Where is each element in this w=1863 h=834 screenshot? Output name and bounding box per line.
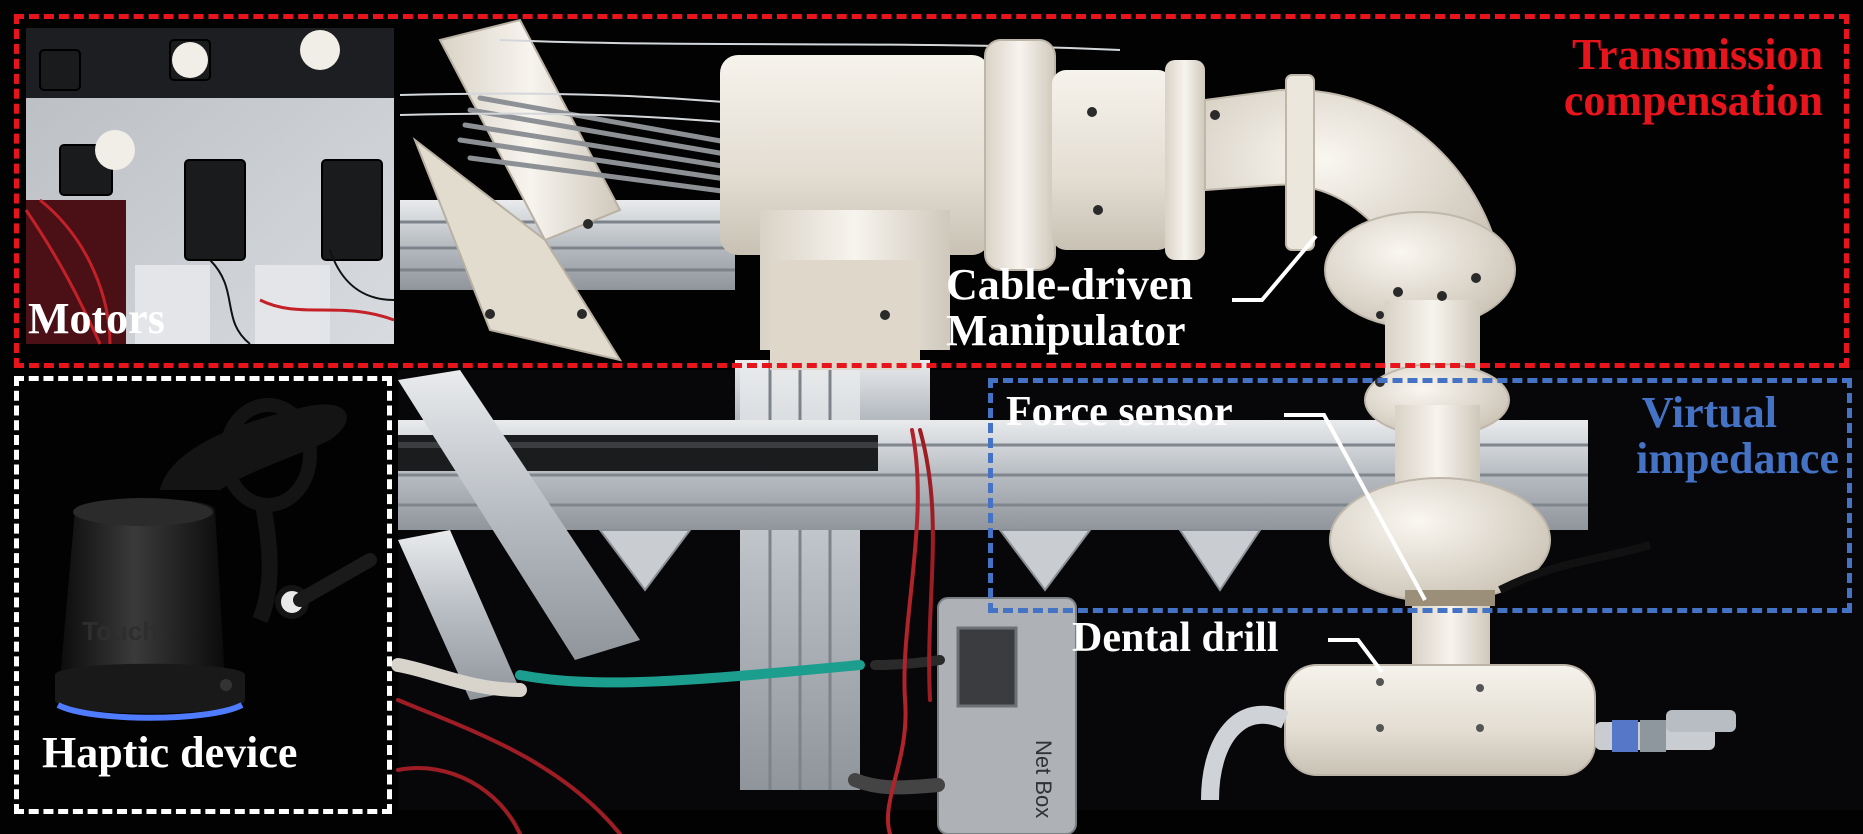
virtual-impedance-label: Virtual impedance: [1636, 388, 1839, 484]
transmission-compensation-box: [14, 14, 1849, 368]
manipulator-label-line1: Cable-driven: [946, 260, 1193, 309]
force-sensor-label: Force sensor: [1006, 389, 1233, 435]
transmission-label: Transmission compensation: [1563, 30, 1823, 126]
touch-logo: Touch: [82, 616, 158, 646]
motors-inset-photo: [24, 28, 395, 345]
leader-line-manipulator: [1232, 234, 1318, 302]
virtual-label-line2: impedance: [1636, 434, 1839, 484]
leader-line-dental-drill: [1328, 638, 1384, 674]
transmission-label-line1: Transmission: [1571, 30, 1823, 79]
manipulator-label-line2: Manipulator: [946, 306, 1186, 356]
manipulator-label: Cable-driven Manipulator: [946, 260, 1193, 356]
haptic-device-label: Haptic device: [42, 728, 298, 777]
haptic-device-illustration: Touch: [55, 398, 377, 721]
leader-line-force-sensor: [1284, 413, 1427, 601]
motors-label: Motors: [28, 294, 165, 343]
virtual-impedance-box: [988, 378, 1852, 613]
haptic-device-box: [14, 376, 392, 814]
manipulator-base-cylinder: [720, 55, 990, 255]
dental-drill-label: Dental drill: [1072, 615, 1279, 661]
virtual-label-line1: Virtual: [1641, 388, 1777, 437]
netbox-text: Net Box: [1031, 740, 1056, 818]
transmission-label-line2: compensation: [1563, 76, 1823, 126]
